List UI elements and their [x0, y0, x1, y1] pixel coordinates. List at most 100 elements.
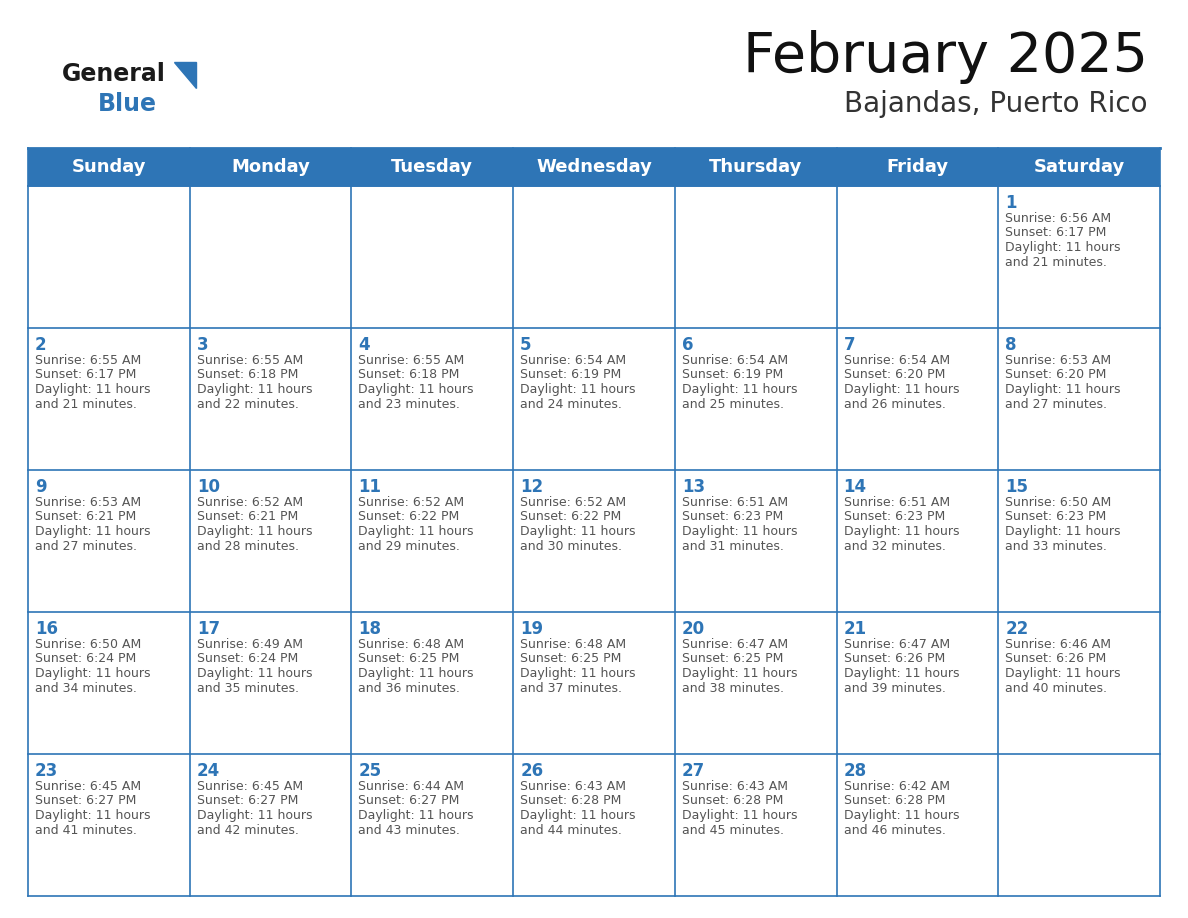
- Text: and 21 minutes.: and 21 minutes.: [1005, 255, 1107, 268]
- Text: Sunset: 6:20 PM: Sunset: 6:20 PM: [843, 368, 944, 382]
- Text: 15: 15: [1005, 478, 1029, 496]
- Text: Sunrise: 6:48 AM: Sunrise: 6:48 AM: [359, 638, 465, 651]
- Bar: [998, 754, 1159, 896]
- Bar: [29, 148, 190, 186]
- Text: 17: 17: [197, 620, 220, 638]
- Text: 11: 11: [359, 478, 381, 496]
- Text: Sunrise: 6:42 AM: Sunrise: 6:42 AM: [843, 780, 949, 793]
- Text: and 46 minutes.: and 46 minutes.: [843, 823, 946, 836]
- Text: and 25 minutes.: and 25 minutes.: [682, 397, 784, 410]
- Text: 20: 20: [682, 620, 704, 638]
- Text: 14: 14: [843, 478, 867, 496]
- Text: 7: 7: [843, 336, 855, 354]
- Text: Sunrise: 6:52 AM: Sunrise: 6:52 AM: [359, 496, 465, 509]
- Bar: [998, 612, 1159, 754]
- Text: 27: 27: [682, 762, 706, 780]
- Text: Sunset: 6:26 PM: Sunset: 6:26 PM: [843, 653, 944, 666]
- Text: and 26 minutes.: and 26 minutes.: [843, 397, 946, 410]
- Bar: [513, 186, 675, 328]
- Text: 16: 16: [34, 620, 58, 638]
- Text: Sunset: 6:23 PM: Sunset: 6:23 PM: [1005, 510, 1106, 523]
- Text: 23: 23: [34, 762, 58, 780]
- Text: and 44 minutes.: and 44 minutes.: [520, 823, 623, 836]
- Bar: [998, 470, 1159, 612]
- Text: and 28 minutes.: and 28 minutes.: [197, 540, 298, 553]
- Text: Daylight: 11 hours: Daylight: 11 hours: [197, 383, 312, 396]
- Text: Sunrise: 6:49 AM: Sunrise: 6:49 AM: [197, 638, 303, 651]
- Text: and 21 minutes.: and 21 minutes.: [34, 397, 137, 410]
- Text: and 43 minutes.: and 43 minutes.: [359, 823, 460, 836]
- Text: Sunday: Sunday: [71, 158, 146, 176]
- Bar: [836, 186, 998, 328]
- Text: Sunrise: 6:45 AM: Sunrise: 6:45 AM: [34, 780, 141, 793]
- Text: Sunset: 6:18 PM: Sunset: 6:18 PM: [359, 368, 460, 382]
- Text: and 45 minutes.: and 45 minutes.: [682, 823, 784, 836]
- Text: Blue: Blue: [97, 92, 157, 116]
- Text: Sunset: 6:22 PM: Sunset: 6:22 PM: [359, 510, 460, 523]
- Text: and 38 minutes.: and 38 minutes.: [682, 681, 784, 695]
- Text: Sunset: 6:27 PM: Sunset: 6:27 PM: [197, 794, 298, 808]
- Bar: [513, 754, 675, 896]
- Text: and 29 minutes.: and 29 minutes.: [359, 540, 460, 553]
- Text: Daylight: 11 hours: Daylight: 11 hours: [843, 525, 959, 538]
- Text: and 34 minutes.: and 34 minutes.: [34, 681, 137, 695]
- Text: 21: 21: [843, 620, 867, 638]
- Text: Sunrise: 6:55 AM: Sunrise: 6:55 AM: [34, 354, 141, 367]
- Text: and 37 minutes.: and 37 minutes.: [520, 681, 623, 695]
- Text: Daylight: 11 hours: Daylight: 11 hours: [197, 809, 312, 822]
- Text: Daylight: 11 hours: Daylight: 11 hours: [34, 667, 151, 680]
- Bar: [998, 148, 1159, 186]
- Bar: [29, 754, 190, 896]
- Bar: [836, 470, 998, 612]
- Text: Daylight: 11 hours: Daylight: 11 hours: [843, 809, 959, 822]
- Text: 26: 26: [520, 762, 543, 780]
- Text: Sunrise: 6:54 AM: Sunrise: 6:54 AM: [843, 354, 949, 367]
- Bar: [836, 612, 998, 754]
- Text: Sunset: 6:17 PM: Sunset: 6:17 PM: [34, 368, 137, 382]
- Text: Tuesday: Tuesday: [391, 158, 473, 176]
- Bar: [352, 148, 513, 186]
- Bar: [190, 754, 352, 896]
- Text: Sunset: 6:28 PM: Sunset: 6:28 PM: [520, 794, 621, 808]
- Text: Daylight: 11 hours: Daylight: 11 hours: [520, 667, 636, 680]
- Text: Daylight: 11 hours: Daylight: 11 hours: [1005, 383, 1120, 396]
- Text: Sunrise: 6:54 AM: Sunrise: 6:54 AM: [520, 354, 626, 367]
- Text: and 39 minutes.: and 39 minutes.: [843, 681, 946, 695]
- Bar: [675, 612, 836, 754]
- Text: and 30 minutes.: and 30 minutes.: [520, 540, 623, 553]
- Text: and 27 minutes.: and 27 minutes.: [1005, 397, 1107, 410]
- Bar: [352, 328, 513, 470]
- Text: Sunset: 6:25 PM: Sunset: 6:25 PM: [359, 653, 460, 666]
- Bar: [998, 186, 1159, 328]
- Text: 8: 8: [1005, 336, 1017, 354]
- Text: 25: 25: [359, 762, 381, 780]
- Text: Sunrise: 6:45 AM: Sunrise: 6:45 AM: [197, 780, 303, 793]
- Bar: [513, 148, 675, 186]
- Bar: [836, 148, 998, 186]
- Text: Friday: Friday: [886, 158, 948, 176]
- Text: Sunrise: 6:51 AM: Sunrise: 6:51 AM: [682, 496, 788, 509]
- Text: and 31 minutes.: and 31 minutes.: [682, 540, 784, 553]
- Text: Daylight: 11 hours: Daylight: 11 hours: [682, 667, 797, 680]
- Bar: [190, 186, 352, 328]
- Text: Sunset: 6:22 PM: Sunset: 6:22 PM: [520, 510, 621, 523]
- Text: 3: 3: [197, 336, 208, 354]
- Bar: [29, 612, 190, 754]
- Text: 9: 9: [34, 478, 46, 496]
- Text: Sunrise: 6:43 AM: Sunrise: 6:43 AM: [520, 780, 626, 793]
- Text: 6: 6: [682, 336, 694, 354]
- Text: Sunrise: 6:51 AM: Sunrise: 6:51 AM: [843, 496, 949, 509]
- Text: and 40 minutes.: and 40 minutes.: [1005, 681, 1107, 695]
- Text: and 36 minutes.: and 36 minutes.: [359, 681, 460, 695]
- Text: Daylight: 11 hours: Daylight: 11 hours: [34, 809, 151, 822]
- Text: Thursday: Thursday: [709, 158, 802, 176]
- Text: and 22 minutes.: and 22 minutes.: [197, 397, 298, 410]
- Text: Sunrise: 6:53 AM: Sunrise: 6:53 AM: [34, 496, 141, 509]
- Bar: [836, 328, 998, 470]
- Text: Sunset: 6:23 PM: Sunset: 6:23 PM: [843, 510, 944, 523]
- Text: Sunset: 6:17 PM: Sunset: 6:17 PM: [1005, 227, 1107, 240]
- Text: 2: 2: [34, 336, 46, 354]
- Text: Sunrise: 6:53 AM: Sunrise: 6:53 AM: [1005, 354, 1112, 367]
- Bar: [190, 148, 352, 186]
- Text: Sunset: 6:25 PM: Sunset: 6:25 PM: [682, 653, 783, 666]
